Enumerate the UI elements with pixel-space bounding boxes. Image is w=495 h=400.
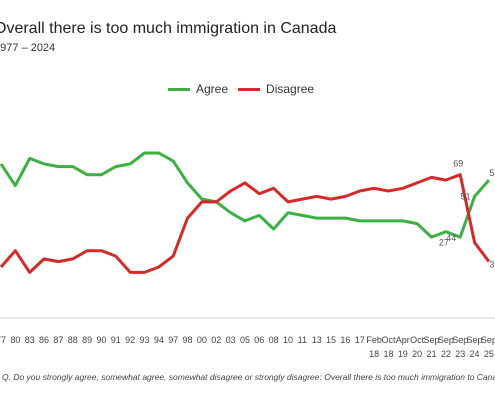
legend-item-agree: Agree bbox=[168, 82, 228, 96]
x-tick-label-line2: 19 bbox=[398, 349, 408, 359]
legend-swatch-disagree bbox=[238, 87, 261, 91]
x-tick-label: 13 bbox=[312, 335, 322, 345]
x-tick-label: 10 bbox=[283, 335, 293, 345]
x-tick-label: 02 bbox=[211, 335, 221, 345]
series-line-disagree bbox=[0, 173, 491, 274]
x-tick-label: 98 bbox=[183, 335, 193, 345]
x-tick-label: 05 bbox=[240, 335, 250, 345]
x-tick-label: Sep bbox=[423, 335, 439, 345]
x-tick-label: Feb bbox=[366, 335, 382, 345]
x-tick-label: Sep bbox=[481, 335, 495, 345]
x-tick-label: Oct bbox=[381, 335, 396, 345]
x-tick-label: Apr bbox=[396, 335, 410, 345]
data-label: 27 bbox=[439, 238, 449, 248]
x-tick-label: 08 bbox=[269, 335, 279, 345]
chart-footnote: Q. Do you strongly agree, somewhat agree… bbox=[2, 372, 495, 382]
x-tick-label: 11 bbox=[298, 335, 307, 345]
x-tick-label-line2: 24 bbox=[470, 349, 480, 359]
legend-swatch-agree bbox=[168, 87, 190, 91]
x-tick-label-line2: 22 bbox=[441, 349, 451, 359]
legend-label-agree: Agree bbox=[196, 82, 229, 96]
chart-title: Overall there is too much immigration in… bbox=[0, 20, 337, 37]
x-tick-label: 88 bbox=[68, 335, 78, 345]
data-label: 3 bbox=[489, 260, 494, 270]
x-tick-label-line2: 18 bbox=[369, 349, 379, 359]
x-tick-label: 06 bbox=[254, 335, 264, 345]
legend-label-disagree: Disagree bbox=[266, 82, 315, 96]
x-tick-label-line2: 21 bbox=[426, 349, 436, 359]
x-tick-label: 92 bbox=[125, 335, 135, 345]
x-tick-label: 83 bbox=[25, 335, 35, 345]
x-tick-label: 87 bbox=[53, 335, 63, 345]
x-tick-label: Sep bbox=[452, 335, 468, 345]
x-tick-label: 93 bbox=[139, 335, 149, 345]
x-tick-label-line2: 20 bbox=[412, 349, 422, 359]
x-tick-label: Sep bbox=[467, 335, 483, 345]
x-tick-label: 16 bbox=[340, 335, 350, 345]
chart-legend: Agree Disagree bbox=[168, 82, 324, 96]
legend-item-disagree: Disagree bbox=[238, 82, 314, 96]
x-tick-label: 17 bbox=[355, 335, 365, 345]
data-label: 5 bbox=[489, 168, 494, 178]
x-tick-label: 03 bbox=[226, 335, 236, 345]
data-label: 51 bbox=[461, 191, 471, 201]
x-tick-label: 91 bbox=[111, 335, 121, 345]
x-tick-label: Oct bbox=[410, 335, 425, 345]
x-tick-label: 77 bbox=[0, 335, 6, 345]
data-label: 69 bbox=[453, 159, 463, 169]
x-tick-label: 80 bbox=[10, 335, 20, 345]
series-line-agree bbox=[0, 151, 491, 239]
data-label: 44 bbox=[446, 233, 456, 243]
x-tick-label: 15 bbox=[326, 335, 336, 345]
x-tick-label-line2: 18 bbox=[383, 349, 393, 359]
x-tick-label: 89 bbox=[82, 335, 92, 345]
x-tick-label: 94 bbox=[154, 335, 164, 345]
x-tick-label: Sep bbox=[438, 335, 454, 345]
x-tick-label: 97 bbox=[168, 335, 178, 345]
x-tick-label: 86 bbox=[39, 335, 49, 345]
x-tick-label-line2: 25 bbox=[484, 349, 494, 359]
chart-subtitle: 1977 – 2024 bbox=[0, 42, 56, 54]
x-tick-label: 90 bbox=[96, 335, 106, 345]
x-tick-label: 00 bbox=[197, 335, 207, 345]
x-tick-label-line2: 23 bbox=[455, 349, 465, 359]
